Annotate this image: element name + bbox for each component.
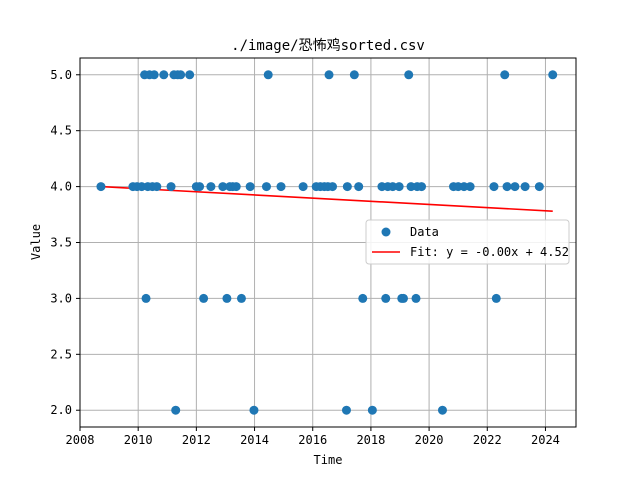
data-point xyxy=(500,70,510,80)
data-point xyxy=(341,405,351,415)
data-point xyxy=(231,182,241,192)
y-tick-label: 2.5 xyxy=(50,347,72,361)
data-point xyxy=(176,70,186,80)
data-point xyxy=(398,293,408,303)
x-tick-label: 2012 xyxy=(182,433,211,447)
y-tick-label: 4.5 xyxy=(50,124,72,138)
chart-title: ./image/恐怖鸡sorted.csv xyxy=(231,37,425,54)
data-point xyxy=(548,70,558,80)
y-tick-label: 2.0 xyxy=(50,403,72,417)
y-axis-ticks: 2.0 2.5 3.0 3.5 4.0 4.5 5.0 xyxy=(50,68,80,417)
data-point xyxy=(261,182,271,192)
y-tick-label: 4.0 xyxy=(50,180,72,194)
x-tick-label: 2020 xyxy=(415,433,444,447)
data-point xyxy=(354,182,364,192)
data-point xyxy=(171,405,181,415)
x-tick-label: 2018 xyxy=(356,433,385,447)
data-point xyxy=(276,182,286,192)
data-point xyxy=(534,182,544,192)
data-point xyxy=(141,293,151,303)
data-point xyxy=(394,182,404,192)
data-point xyxy=(185,70,195,80)
data-point xyxy=(502,182,512,192)
x-tick-label: 2024 xyxy=(531,433,560,447)
data-point xyxy=(263,70,273,80)
x-tick-label: 2022 xyxy=(473,433,502,447)
data-point xyxy=(149,70,159,80)
data-point xyxy=(381,293,391,303)
data-point xyxy=(96,182,106,192)
x-tick-label: 2010 xyxy=(124,433,153,447)
y-tick-label: 3.0 xyxy=(50,291,72,305)
data-point xyxy=(236,293,246,303)
x-tick-label: 2016 xyxy=(298,433,327,447)
data-point xyxy=(465,182,475,192)
y-tick-label: 3.5 xyxy=(50,236,72,250)
data-point xyxy=(152,182,162,192)
data-point xyxy=(328,182,338,192)
data-point xyxy=(245,182,255,192)
x-axis-ticks: 2008 2010 2012 2014 2016 2018 2020 2022 2024 xyxy=(66,427,560,447)
data-point xyxy=(342,182,352,192)
data-point xyxy=(520,182,530,192)
data-point xyxy=(298,182,308,192)
data-point xyxy=(195,182,205,192)
y-tick-label: 5.0 xyxy=(50,68,72,82)
fit-line-group xyxy=(100,185,553,212)
x-tick-label: 2014 xyxy=(240,433,269,447)
fit-line xyxy=(100,185,553,212)
legend-box xyxy=(365,219,570,265)
data-point xyxy=(159,70,169,80)
data-point xyxy=(510,182,520,192)
data-point xyxy=(166,182,176,192)
data-point xyxy=(404,70,414,80)
data-point xyxy=(417,182,427,192)
legend-label-fit: Fit: y = -0.00x + 4.52 xyxy=(410,245,569,259)
data-point xyxy=(249,405,259,415)
legend: Data Fit: y = -0.00x + 4.52 xyxy=(365,219,570,265)
data-point xyxy=(489,182,499,192)
data-point xyxy=(206,182,216,192)
data-point xyxy=(349,70,359,80)
data-point xyxy=(367,405,377,415)
x-axis-label: Time xyxy=(314,453,343,467)
data-points xyxy=(96,70,558,415)
legend-marker-data xyxy=(381,227,391,237)
x-tick-label: 2008 xyxy=(66,433,95,447)
data-point xyxy=(199,293,209,303)
data-point xyxy=(411,293,421,303)
legend-label-data: Data xyxy=(410,225,439,239)
data-point xyxy=(491,293,501,303)
data-point xyxy=(218,182,228,192)
data-point xyxy=(324,70,334,80)
y-axis-label: Value xyxy=(29,224,43,260)
data-point xyxy=(358,293,368,303)
data-point xyxy=(437,405,447,415)
data-point xyxy=(222,293,232,303)
data-point xyxy=(388,182,398,192)
